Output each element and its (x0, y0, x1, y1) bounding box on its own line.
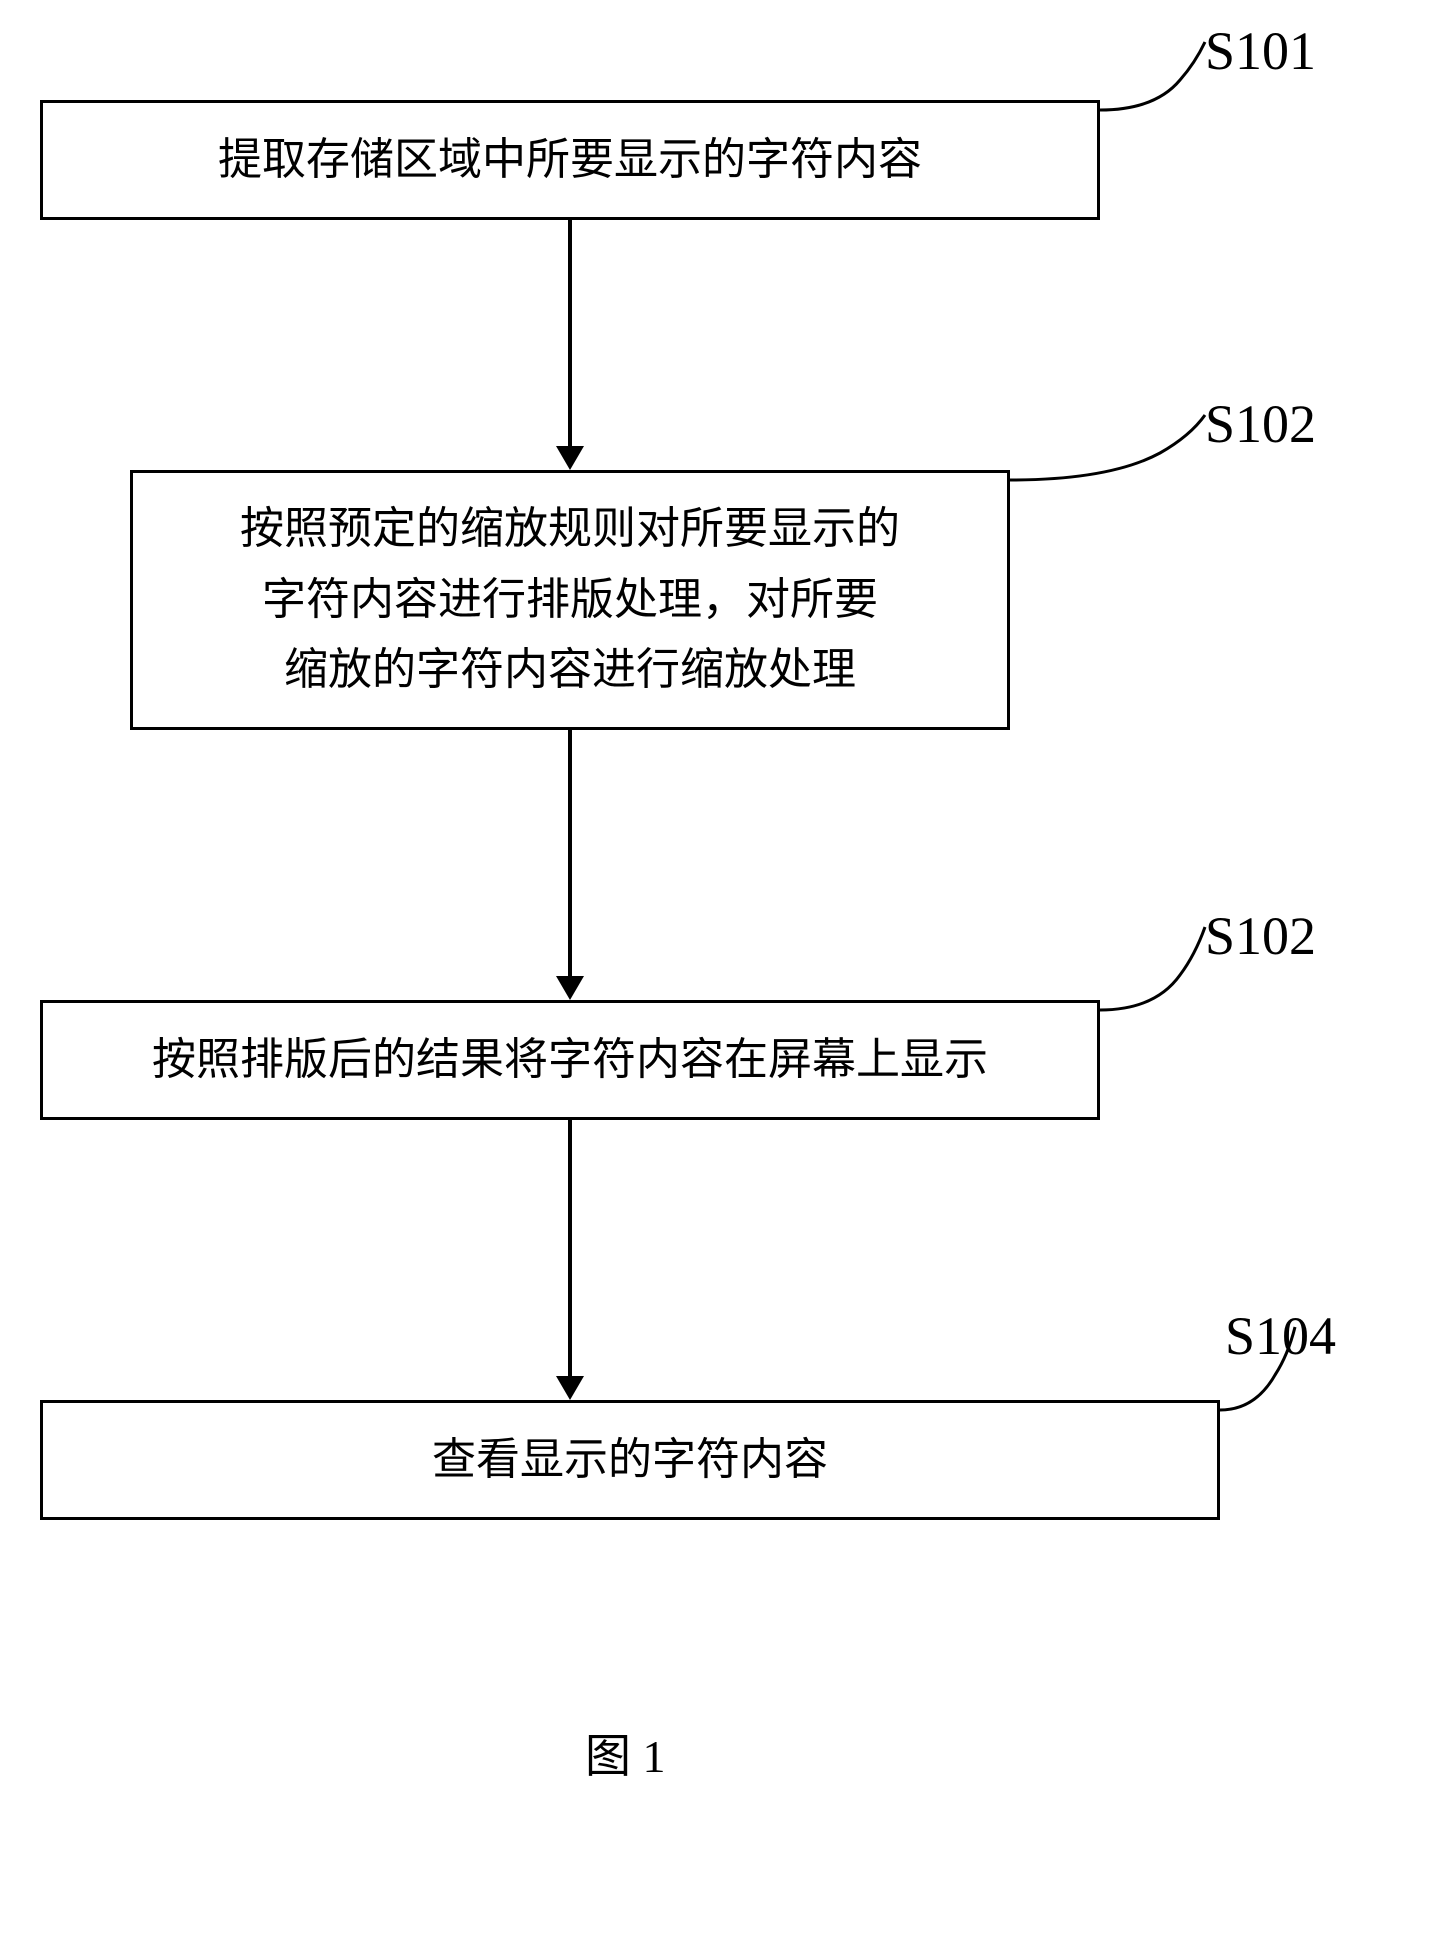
arrow-head-1 (556, 446, 584, 470)
flowchart-box-s102b: 按照排版后的结果将字符内容在屏幕上显示 (40, 1000, 1100, 1120)
flowchart-box-s101: 提取存储区域中所要显示的字符内容 (40, 100, 1100, 220)
step-label-s102a: S102 (1205, 393, 1316, 455)
box-text-s101: 提取存储区域中所要显示的字符内容 (218, 125, 922, 195)
step-label-s101: S101 (1205, 20, 1316, 82)
connector-s101 (1100, 35, 1210, 120)
box-text-s102a: 按照预定的缩放规则对所要显示的 字符内容进行排版处理，对所要 缩放的字符内容进行… (240, 494, 900, 705)
box-text-s104: 查看显示的字符内容 (432, 1425, 828, 1495)
flowchart-container: 提取存储区域中所要显示的字符内容 S101 按照预定的缩放规则对所要显示的 字符… (0, 0, 1437, 1935)
step-label-s102b: S102 (1205, 905, 1316, 967)
arrow-head-3 (556, 1376, 584, 1400)
connector-s102b (1100, 920, 1210, 1020)
arrow-line-2 (568, 730, 572, 978)
arrow-line-3 (568, 1120, 572, 1378)
arrow-head-2 (556, 976, 584, 1000)
connector-s102a (1010, 408, 1210, 490)
figure-caption: 图 1 (585, 1720, 666, 1786)
flowchart-box-s104: 查看显示的字符内容 (40, 1400, 1220, 1520)
arrow-line-1 (568, 220, 572, 448)
box-text-s102b: 按照排版后的结果将字符内容在屏幕上显示 (152, 1025, 988, 1095)
connector-s104 (1220, 1320, 1300, 1420)
flowchart-box-s102a: 按照预定的缩放规则对所要显示的 字符内容进行排版处理，对所要 缩放的字符内容进行… (130, 470, 1010, 730)
